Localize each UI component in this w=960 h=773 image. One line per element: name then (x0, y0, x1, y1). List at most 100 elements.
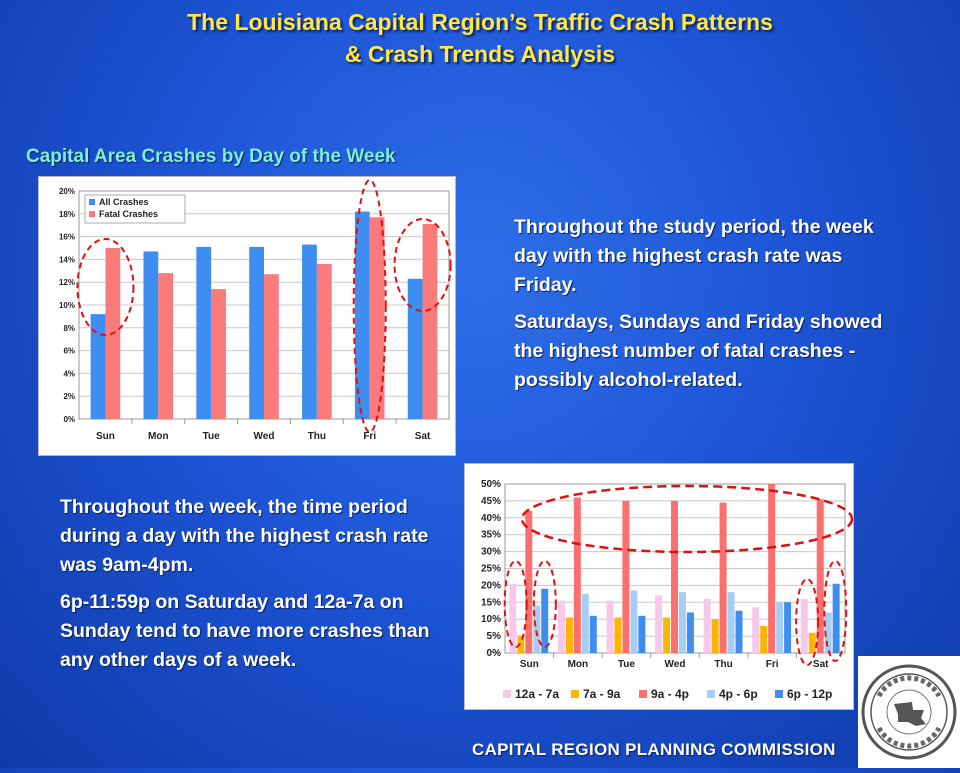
footer-organization: CAPITAL REGION PLANNING COMMISSION (472, 740, 836, 759)
x-tick-label: Fri (363, 431, 376, 442)
y-tick-label: 6% (63, 347, 75, 356)
bar-7a-9a-wed (663, 617, 671, 653)
y-tick-label: 12% (59, 278, 75, 287)
finding-fatal-crash-days: Saturdays, Sundays and Friday showed the… (514, 311, 883, 391)
bar-12a-7a-thu (703, 598, 711, 653)
bar-6p-12p-sat (832, 583, 840, 653)
highlight-ellipse-sun (76, 238, 135, 336)
bar-9a-4p-thu (719, 502, 727, 653)
title-line-2: & Crash Trends Analysis (344, 41, 616, 67)
legend-label: Fatal Crashes (99, 209, 158, 219)
time-of-day-chart: 0% 5% 10% 15% 20% 25% 30% 35% 40% 45% 50% Sun Mon Tue… (464, 463, 854, 710)
x-tick-label: Sat (813, 659, 829, 670)
y-tick-label: 45% (481, 496, 501, 507)
bar-all-crashes-sun (90, 314, 106, 419)
y-tick-label: 0% (487, 648, 502, 659)
bar-fatal-crashes-wed (264, 274, 279, 419)
x-tick-label: Tue (203, 431, 220, 442)
bar-4p-6p-mon (581, 593, 589, 653)
x-tick-label: Thu (714, 659, 732, 670)
highlight-ellipse-sun-evening (532, 560, 557, 648)
x-tick-label: Wed (254, 431, 275, 442)
legend-swatch (89, 199, 95, 205)
slide-title: The Louisiana Capital Region’s Traffic C… (0, 6, 960, 70)
crpc-logo (858, 656, 960, 768)
bar-4p-6p-fri (776, 602, 784, 653)
crpc-logo-svg (861, 664, 957, 760)
section-title: Capital Area Crashes by Day of the Week (26, 146, 396, 167)
y-tick-label: 14% (59, 255, 75, 264)
y-tick-label: 25% (481, 564, 501, 575)
bar-6p-12p-wed (686, 612, 694, 653)
y-tick-label: 20% (59, 187, 75, 196)
x-tick-label: Fri (766, 659, 779, 670)
x-tick-label: Thu (308, 431, 326, 442)
time-period-findings-text: Throughout the week, the time period dur… (60, 493, 455, 683)
bar-12a-7a-mon (557, 600, 565, 653)
y-tick-label: 0% (63, 415, 75, 424)
x-tick-label: Sun (96, 431, 115, 442)
day-of-week-chart: 0% 2% 4% 6% 8% 10% 12% 14% 16% 18% 20% Sun Mon Tue Wed… (38, 176, 456, 456)
legend-swatch (707, 690, 715, 698)
y-tick-label: 5% (487, 631, 502, 642)
finding-weekend-night: 6p-11:59p on Saturday and 12a-7a on Sund… (60, 591, 430, 671)
bar-all-crashes-fri (354, 211, 370, 419)
legend-swatch (89, 211, 95, 217)
y-tick-label: 20% (481, 580, 501, 591)
highlight-ellipse-sat-early (795, 578, 820, 666)
bar-6p-12p-fri (784, 602, 792, 653)
bar-6p-12p-thu (735, 610, 743, 653)
y-tick-label: 18% (59, 210, 75, 219)
bar-7a-9a-sun (517, 636, 525, 653)
highlight-ellipse-9a-4p (520, 484, 854, 554)
bar-4p-6p-sat (824, 612, 832, 653)
bar-fatal-crashes-sat (422, 224, 438, 419)
y-tick-label: 4% (63, 369, 75, 378)
day-of-week-chart-svg: 0% 2% 4% 6% 8% 10% 12% 14% 16% 18% 20% Sun Mon Tue Wed… (59, 179, 452, 442)
bar-4p-6p-tue (630, 590, 638, 653)
bar-6p-12p-sun (541, 588, 549, 653)
bar-4p-6p-wed (678, 592, 686, 653)
bar-12a-7a-wed (655, 595, 663, 653)
legend-swatch (503, 690, 511, 698)
y-tick-label: 10% (59, 301, 75, 310)
y-tick-label: 30% (481, 547, 501, 558)
y-tick-label: 16% (59, 233, 75, 242)
x-tick-label: Sun (520, 659, 539, 670)
bar-fatal-crashes-fri (369, 217, 385, 419)
bar-6p-12p-tue (638, 615, 646, 653)
legend-label: 4p - 6p (719, 687, 758, 701)
bar-7a-9a-tue (614, 617, 622, 653)
bar-9a-4p-sun (525, 511, 533, 653)
bar-9a-4p-mon (573, 497, 581, 653)
legend-label: 7a - 9a (583, 687, 621, 701)
y-tick-label: 40% (481, 513, 501, 524)
legend-label: All Crashes (99, 197, 149, 207)
bar-7a-9a-mon (565, 617, 573, 653)
legend-swatch (571, 690, 579, 698)
bar-9a-4p-wed (671, 500, 678, 653)
y-tick-label: 8% (63, 324, 75, 333)
bar-6p-12p-mon (589, 615, 597, 653)
x-tick-label: Wed (665, 659, 686, 670)
legend-label: 6p - 12p (787, 687, 832, 701)
finding-highest-crash-day: Throughout the study period, the week da… (514, 216, 874, 296)
legend-box (84, 194, 186, 224)
bar-9a-4p-tue (622, 500, 630, 653)
time-of-day-chart-svg: 0% 5% 10% 15% 20% 25% 30% 35% 40% 45% 50% Sun Mon Tue… (481, 479, 854, 701)
bar-12a-7a-sun (509, 583, 517, 653)
bar-7a-9a-fri (760, 625, 768, 653)
bar-all-crashes-tue (196, 246, 212, 419)
bar-all-crashes-thu (302, 244, 317, 419)
legend-swatch (775, 690, 783, 698)
y-tick-label: 2% (63, 392, 75, 401)
bar-7a-9a-thu (711, 619, 719, 653)
friday-findings-text: Throughout the study period, the week da… (514, 213, 904, 403)
y-tick-label: 50% (481, 479, 501, 490)
legend-label: 12a - 7a (515, 687, 559, 701)
bar-9a-4p-sat (816, 499, 824, 653)
y-tick-label: 10% (481, 614, 501, 625)
highlight-ellipse-fri (352, 179, 387, 433)
bar-all-crashes-sat (407, 278, 423, 419)
x-tick-label: Tue (618, 659, 635, 670)
